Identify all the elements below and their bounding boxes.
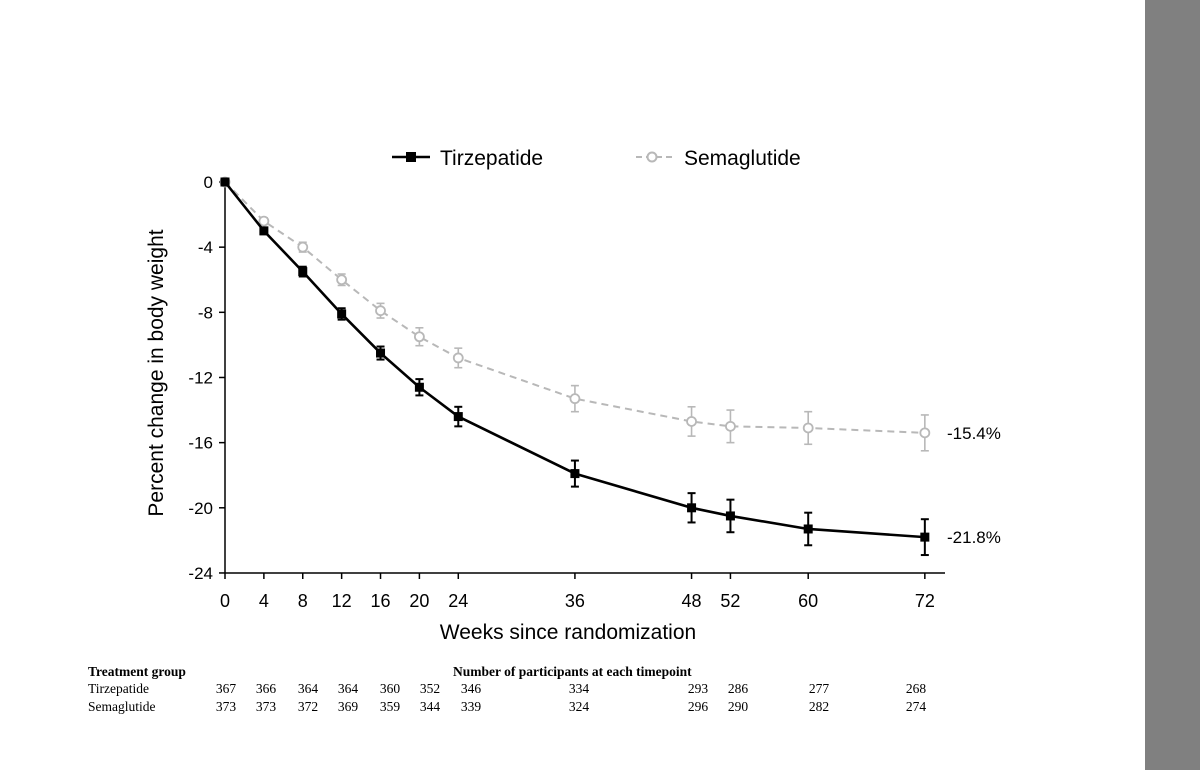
participant-count: 324: [568, 699, 590, 714]
participants-header: Number of participants at each timepoint: [453, 664, 692, 679]
series-tirzepatide: -21.8%: [220, 177, 1001, 557]
data-point: [413, 331, 425, 343]
participant-count: 296: [687, 699, 709, 714]
end-label-tirzepatide: -21.8%: [947, 528, 1001, 547]
participant-count: 282: [808, 699, 830, 714]
data-point: [259, 226, 269, 236]
data-point: [336, 274, 348, 286]
participant-count: 334: [568, 681, 590, 696]
y-tick-label: -24: [188, 564, 213, 583]
participant-count: 359: [379, 699, 401, 714]
data-point: [919, 427, 931, 439]
x-tick-label: 8: [298, 591, 308, 611]
participant-count: 290: [727, 699, 749, 714]
data-point: [803, 524, 813, 534]
participant-count: 293: [687, 681, 709, 696]
data-point: [297, 241, 309, 253]
data-point: [920, 532, 930, 542]
x-axis-label: Weeks since randomization: [440, 621, 696, 644]
participant-count: 274: [905, 699, 927, 714]
data-point: [569, 393, 581, 405]
data-point: [686, 416, 697, 427]
participant-count: 364: [337, 681, 359, 696]
x-tick-label: 0: [220, 591, 230, 611]
data-point: [337, 309, 347, 319]
y-tick-label: -4: [198, 238, 213, 257]
data-point: [376, 348, 386, 358]
data-point: [414, 382, 424, 392]
x-tick-label: 52: [720, 591, 740, 611]
data-point: [452, 352, 464, 364]
x-tick-label: 16: [371, 591, 391, 611]
x-tick-label: 20: [409, 591, 429, 611]
side-panel: [1145, 0, 1200, 770]
data-point: [298, 267, 308, 277]
participant-count: 352: [419, 681, 441, 696]
participant-count: 339: [460, 699, 482, 714]
data-point: [687, 503, 697, 513]
chart-axes: 0-4-8-12-16-20-240 4 8 12 16 20 24 36 48 52 60 72: [188, 173, 945, 611]
treatment-group-header: Treatment group: [88, 664, 186, 679]
participant-count: 366: [255, 681, 277, 696]
participant-count: 268: [905, 681, 927, 696]
participant-count: 286: [727, 681, 749, 696]
data-point: [802, 422, 814, 434]
legend-label-tirzepatide: Tirzepatide: [440, 147, 543, 170]
participant-count: 372: [297, 699, 319, 714]
legend-item-semaglutide: Semaglutide: [636, 147, 801, 170]
participant-count: 369: [337, 699, 359, 714]
participant-count: 373: [215, 699, 237, 714]
data-point: [725, 511, 735, 521]
y-tick-label: -20: [188, 499, 213, 518]
participant-count: 364: [297, 681, 319, 696]
y-tick-label: -16: [188, 434, 213, 453]
y-axis-label: Percent change in body weight: [145, 229, 168, 516]
y-tick-label: -12: [188, 368, 213, 387]
row-label-semaglutide: Semaglutide: [88, 699, 156, 714]
end-label-semaglutide: -15.4%: [947, 424, 1001, 443]
participant-count: 346: [460, 681, 482, 696]
data-point: [570, 469, 580, 479]
y-tick-label: 0: [204, 173, 213, 192]
data-point: [220, 177, 230, 187]
figure-area: Tirzepatide Semaglutide 0 -4 -8 -12 -16 -20 -2…: [0, 147, 1145, 734]
data-point: [375, 305, 386, 317]
data-point: [725, 420, 736, 432]
x-tick-label: 48: [682, 591, 702, 611]
weight-change-chart: Tirzepatide Semaglutide 0 -4 -8 -12 -16 -20 -2…: [145, 147, 1001, 644]
data-point: [453, 412, 463, 422]
participant-count: 373: [255, 699, 277, 714]
row-label-tirzepatide: Tirzepatide: [88, 681, 149, 696]
participant-count: 367: [215, 681, 237, 696]
data-point: [258, 215, 270, 227]
x-tick-label: 4: [259, 591, 269, 611]
participant-count: 277: [808, 681, 830, 696]
x-tick-label: 12: [332, 591, 352, 611]
chart-series: -15.4% -21.8%: [219, 176, 1001, 557]
participant-count: 344: [419, 699, 441, 714]
legend-label-semaglutide: Semaglutide: [684, 147, 801, 170]
x-tick-label: 24: [448, 591, 468, 611]
x-tick-label: 72: [915, 591, 935, 611]
y-tick-label: -8: [198, 303, 213, 322]
series-line-tirzepatide: [223, 181, 925, 539]
chart-legend: Tirzepatide Semaglutide: [392, 147, 801, 170]
participant-count: 360: [379, 681, 401, 696]
x-tick-label: 36: [565, 591, 585, 611]
participants-table: Treatment group Number of participants a…: [0, 664, 1145, 734]
x-tick-label: 60: [798, 591, 818, 611]
legend-item-tirzepatide: Tirzepatide: [392, 147, 543, 170]
